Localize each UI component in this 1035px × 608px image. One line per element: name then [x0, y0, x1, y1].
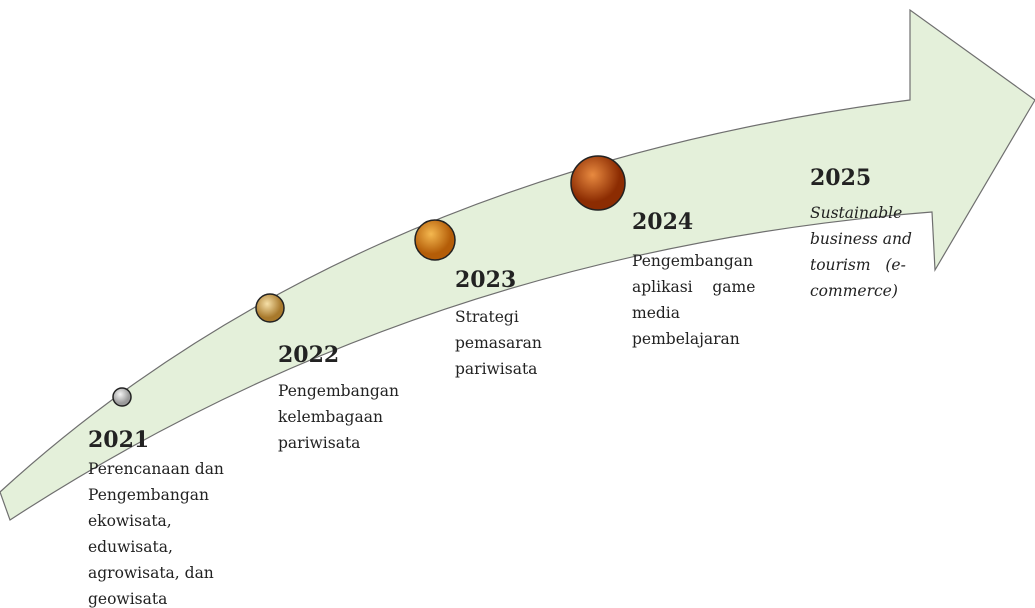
- milestone-year: 2022: [278, 342, 339, 368]
- milestone-text: pariwisata: [455, 360, 537, 378]
- milestone-text: commerce): [810, 282, 898, 300]
- milestone-text: business and: [810, 230, 912, 248]
- milestone-text: eduwisata,: [88, 538, 173, 556]
- milestone-year: 2025: [810, 165, 871, 191]
- milestone-text: Pengembangan: [88, 486, 209, 504]
- milestone-text: ekowisata,: [88, 512, 172, 530]
- milestone-text: agrowisata, dan: [88, 564, 214, 582]
- roadmap: 2021 Perencanaan dan Pengembangan ekowisata…: [0, 0, 1035, 608]
- milestone-text: pembelajaran: [632, 330, 740, 348]
- milestone-text: Pengembangan: [632, 252, 753, 270]
- milestone-dot: [113, 388, 131, 406]
- milestone-year: 2024: [632, 209, 693, 235]
- milestone-year: 2021: [88, 427, 149, 453]
- milestone-dot: [415, 220, 455, 260]
- milestone-text: geowisata: [88, 590, 167, 608]
- milestone-text: aplikasi game: [632, 278, 755, 296]
- milestone-text: pemasaran: [455, 334, 542, 352]
- milestone-text: Perencanaan dan: [88, 460, 224, 478]
- milestone-text: Pengembangan: [278, 382, 399, 400]
- milestone-text: Strategi: [455, 308, 519, 326]
- milestone-text: kelembagaan: [278, 408, 383, 426]
- milestone-text: pariwisata: [278, 434, 360, 452]
- milestone-text: Sustainable: [810, 204, 902, 222]
- milestone-text: tourism (e-: [810, 256, 906, 274]
- milestone-dot: [256, 294, 284, 322]
- milestone-year: 2023: [455, 267, 516, 293]
- milestone-dot: [571, 156, 625, 210]
- milestone-text: media: [632, 304, 680, 322]
